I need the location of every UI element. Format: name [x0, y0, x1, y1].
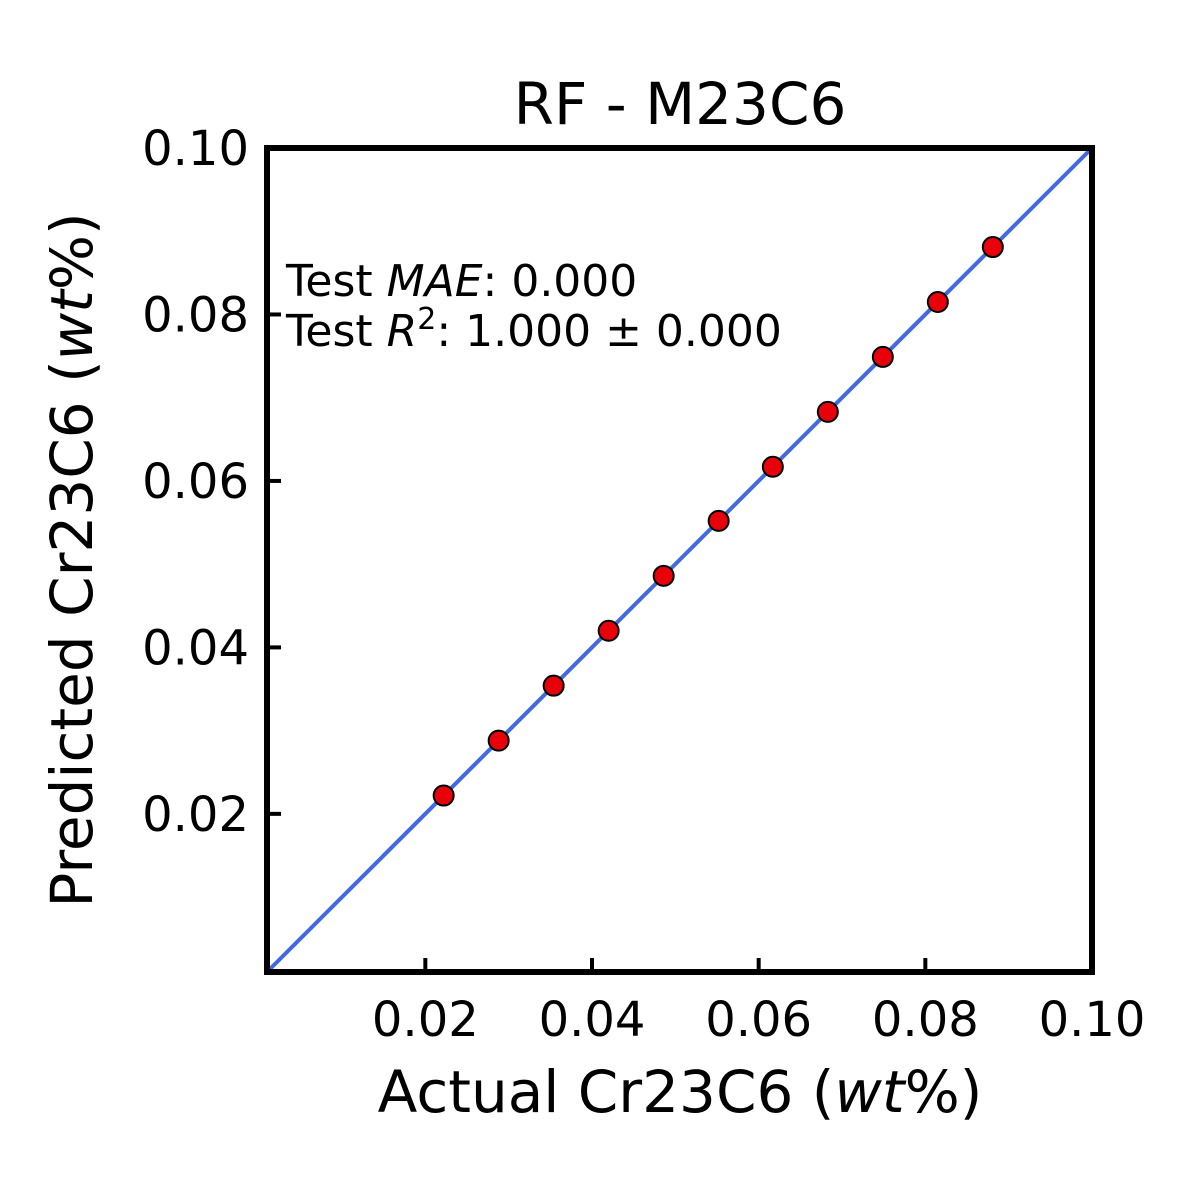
y-tick-label: 0.10: [142, 121, 249, 177]
data-point: [487, 729, 510, 752]
data-points: [432, 236, 1004, 807]
y-tick-label: 0.04: [142, 620, 249, 676]
mae-annotation: Test MAE: 0.000: [285, 256, 637, 307]
data-point: [652, 564, 675, 587]
reference-line-group: [265, 146, 1094, 974]
x-tick-label: 0.04: [539, 992, 646, 1048]
reference-line: [265, 146, 1094, 974]
r2-annotation: Test R2: 1.000 ± 0.000: [285, 302, 782, 358]
data-point: [871, 345, 894, 368]
data-point: [432, 784, 455, 807]
data-point: [816, 400, 839, 423]
y-tick-label: 0.02: [142, 787, 249, 843]
x-tick-label: 0.02: [372, 992, 479, 1048]
axis-ticks: 0.02 0.04 0.06 0.08 0.10 0.02 0.04 0.06 0.08 0.10: [142, 121, 1145, 1048]
x-tick-label: 0.08: [872, 992, 979, 1048]
chart-title: RF - M23C6: [514, 70, 847, 138]
data-point: [707, 509, 730, 532]
data-point: [597, 619, 620, 642]
y-tick-label: 0.06: [142, 454, 249, 510]
data-point: [981, 236, 1004, 259]
data-point: [542, 674, 565, 697]
x-tick-label: 0.06: [705, 992, 812, 1048]
y-tick-label: 0.08: [142, 287, 249, 343]
x-axis-label: Actual Cr23C6 (wt%): [378, 1058, 983, 1126]
y-axis-label: Predicted Cr23C6 (wt%): [38, 212, 106, 907]
data-point: [926, 290, 949, 313]
plot-frame: [264, 145, 1095, 975]
x-tick-label: 0.10: [1039, 992, 1146, 1048]
data-point: [761, 455, 784, 478]
